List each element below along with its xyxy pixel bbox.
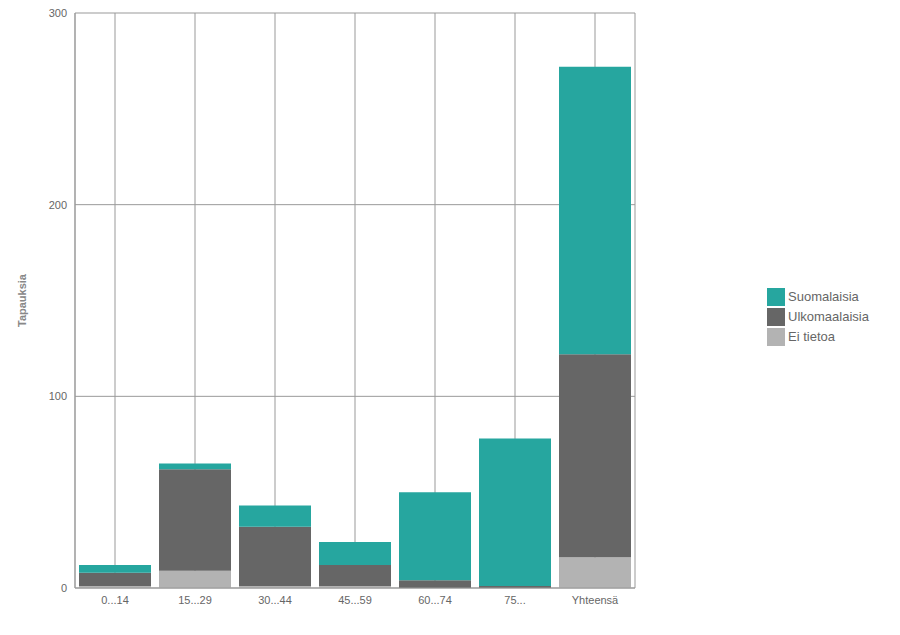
svg-text:75...: 75...	[504, 594, 525, 606]
svg-text:200: 200	[49, 199, 67, 211]
html-text:Suomalaisia: Suomalaisia	[788, 289, 859, 304]
svg-text:60...74: 60...74	[418, 594, 452, 606]
html-text:Ei tietoa: Ei tietoa	[788, 329, 835, 344]
svg-text:Tapauksia: Tapauksia	[16, 273, 28, 327]
svg-text:45...59: 45...59	[338, 594, 372, 606]
svg-text:0: 0	[61, 582, 67, 594]
svg-text:30...44: 30...44	[258, 594, 292, 606]
html-text:Ulkomaalaisia: Ulkomaalaisia	[788, 309, 869, 324]
svg-text:300: 300	[49, 7, 67, 19]
svg-text:Yhteensä: Yhteensä	[572, 594, 619, 606]
svg-text:0...14: 0...14	[101, 594, 129, 606]
svg-text:15...29: 15...29	[178, 594, 212, 606]
svg-text:100: 100	[49, 390, 67, 402]
